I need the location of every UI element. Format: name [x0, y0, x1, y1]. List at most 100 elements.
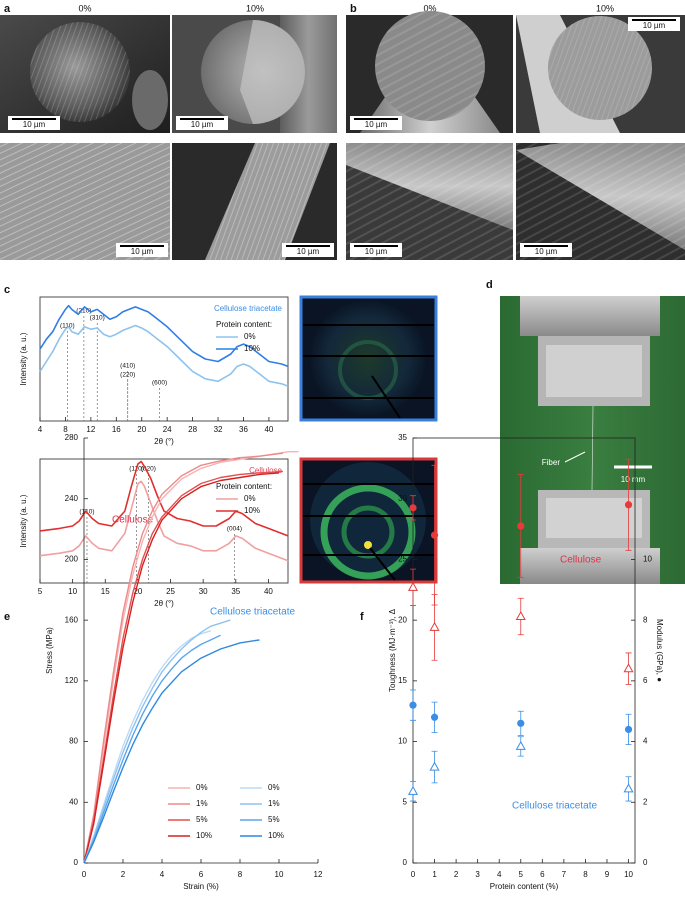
panel-label: f: [360, 611, 364, 623]
scale-bar: 10 µm: [350, 116, 402, 130]
legend-label: 0%: [244, 332, 256, 341]
x-tick-label: 15: [101, 587, 110, 596]
peak-label: (310): [90, 315, 105, 322]
toughness-point: [407, 785, 419, 795]
toughness-point: [429, 621, 440, 631]
sem-image: [0, 143, 170, 260]
x-axis-label: Protein content (%): [490, 882, 559, 891]
toughness-point: [429, 761, 440, 771]
y-tick-label: 10: [398, 737, 407, 746]
series-label: Cellulose: [112, 515, 154, 526]
scale-bar: 10 µm: [282, 243, 334, 257]
scale-bar: 10 µm: [176, 116, 228, 130]
peak-label: (020): [141, 466, 156, 473]
modulus-point: [517, 719, 525, 727]
scale-bar-label: 10 µm: [365, 247, 388, 256]
y-axis-label: Intensity (a. u.): [19, 494, 28, 547]
legend-label: 0%: [268, 783, 280, 792]
data-line: [83, 472, 280, 864]
x-tick-label: 10: [624, 870, 633, 879]
x-tick-label: 25: [166, 587, 175, 596]
x-tick-label: 4: [497, 870, 502, 879]
x-tick-label: 1: [432, 870, 437, 879]
y-tick-label: 40: [69, 797, 78, 806]
x-tick-label: 4: [38, 425, 43, 434]
sem-image: [516, 143, 685, 260]
toughness-point: [515, 610, 526, 620]
y2-tick-label: 4: [643, 737, 648, 746]
toughness-point: [623, 663, 634, 673]
x-tick-label: 32: [214, 425, 223, 434]
modulus-point: [409, 504, 417, 512]
y-tick-label: 15: [398, 676, 407, 685]
x-tick-label: 28: [188, 425, 197, 434]
series-label: Cellulose triacetate: [210, 607, 295, 618]
sem-image: [516, 15, 685, 133]
y2-tick-label: 8: [643, 615, 648, 624]
y-tick-label: 280: [65, 433, 79, 442]
scale-bar-label: 10 µm: [191, 120, 214, 129]
x-tick-label: 5: [519, 870, 524, 879]
data-line: [39, 324, 289, 388]
x-tick-label: 20: [137, 425, 146, 434]
scale-bar-label: 10 mm: [621, 475, 646, 484]
waxs-image: [299, 457, 438, 584]
legend-title: Protein content:: [216, 320, 272, 329]
legend-label: 5%: [268, 815, 280, 824]
x-tick-label: 2: [121, 870, 126, 879]
modulus-point: [517, 522, 525, 530]
scale-bar-label: 10 µm: [365, 120, 388, 129]
chart-title: Cellulose: [249, 466, 282, 475]
legend-title: Protein content:: [216, 482, 272, 491]
y-axis-label: Stress (MPa): [45, 627, 54, 674]
panel-label: e: [4, 611, 10, 623]
sem-image: [0, 15, 170, 133]
legend-label: 10%: [244, 506, 260, 515]
x-tick-label: 6: [540, 870, 545, 879]
data-line: [83, 630, 212, 864]
data-line: [83, 470, 283, 864]
x-tick-label: 4: [160, 870, 165, 879]
plot-frame: [412, 437, 636, 864]
caption: 0%: [78, 3, 91, 13]
y-tick-label: 240: [65, 494, 79, 503]
peak-label: (220): [120, 372, 135, 379]
modulus-point: [624, 501, 633, 509]
panel-label: a: [4, 3, 11, 15]
legend-label: 1%: [268, 799, 280, 808]
toughness-point: [515, 740, 526, 750]
y-tick-label: 30: [398, 494, 407, 503]
caption: 10%: [596, 3, 614, 13]
legend-label: 10%: [196, 831, 212, 840]
x-tick-label: 3: [475, 870, 480, 879]
x-axis-label: 2θ (°): [154, 437, 174, 446]
peak-label: (110): [60, 323, 75, 330]
scale-bar-label: 10 µm: [297, 247, 320, 256]
scale-bar: 10 µm: [520, 243, 572, 257]
chart-title: Cellulose triacetate: [214, 304, 283, 313]
data-line: [83, 639, 260, 864]
toughness-point: [623, 783, 634, 793]
x-tick-label: 12: [314, 870, 323, 879]
x-tick-label: 40: [264, 587, 273, 596]
x-tick-label: 0: [82, 870, 87, 879]
toughness-point: [407, 581, 419, 591]
scale-bar: 10 µm: [350, 243, 402, 257]
x-tick-label: 6: [199, 870, 204, 879]
x-tick-label: 0: [411, 870, 416, 879]
x-tick-label: 40: [264, 425, 273, 434]
sem-image: [172, 15, 337, 133]
scale-bar: 10 µm: [628, 17, 680, 31]
scale-bar: 10 µm: [8, 116, 60, 130]
scale-bar-label: 10 µm: [643, 21, 666, 30]
panel-label: b: [350, 3, 357, 15]
scale-bar-label: 10 µm: [131, 247, 154, 256]
photo: [500, 296, 685, 584]
x-tick-label: 30: [199, 587, 208, 596]
x-tick-label: 12: [86, 425, 95, 434]
scale-bar-label: 10 µm: [535, 247, 558, 256]
sem-image: [346, 11, 513, 133]
modulus-point: [409, 701, 417, 709]
y-tick-label: 25: [398, 555, 407, 564]
